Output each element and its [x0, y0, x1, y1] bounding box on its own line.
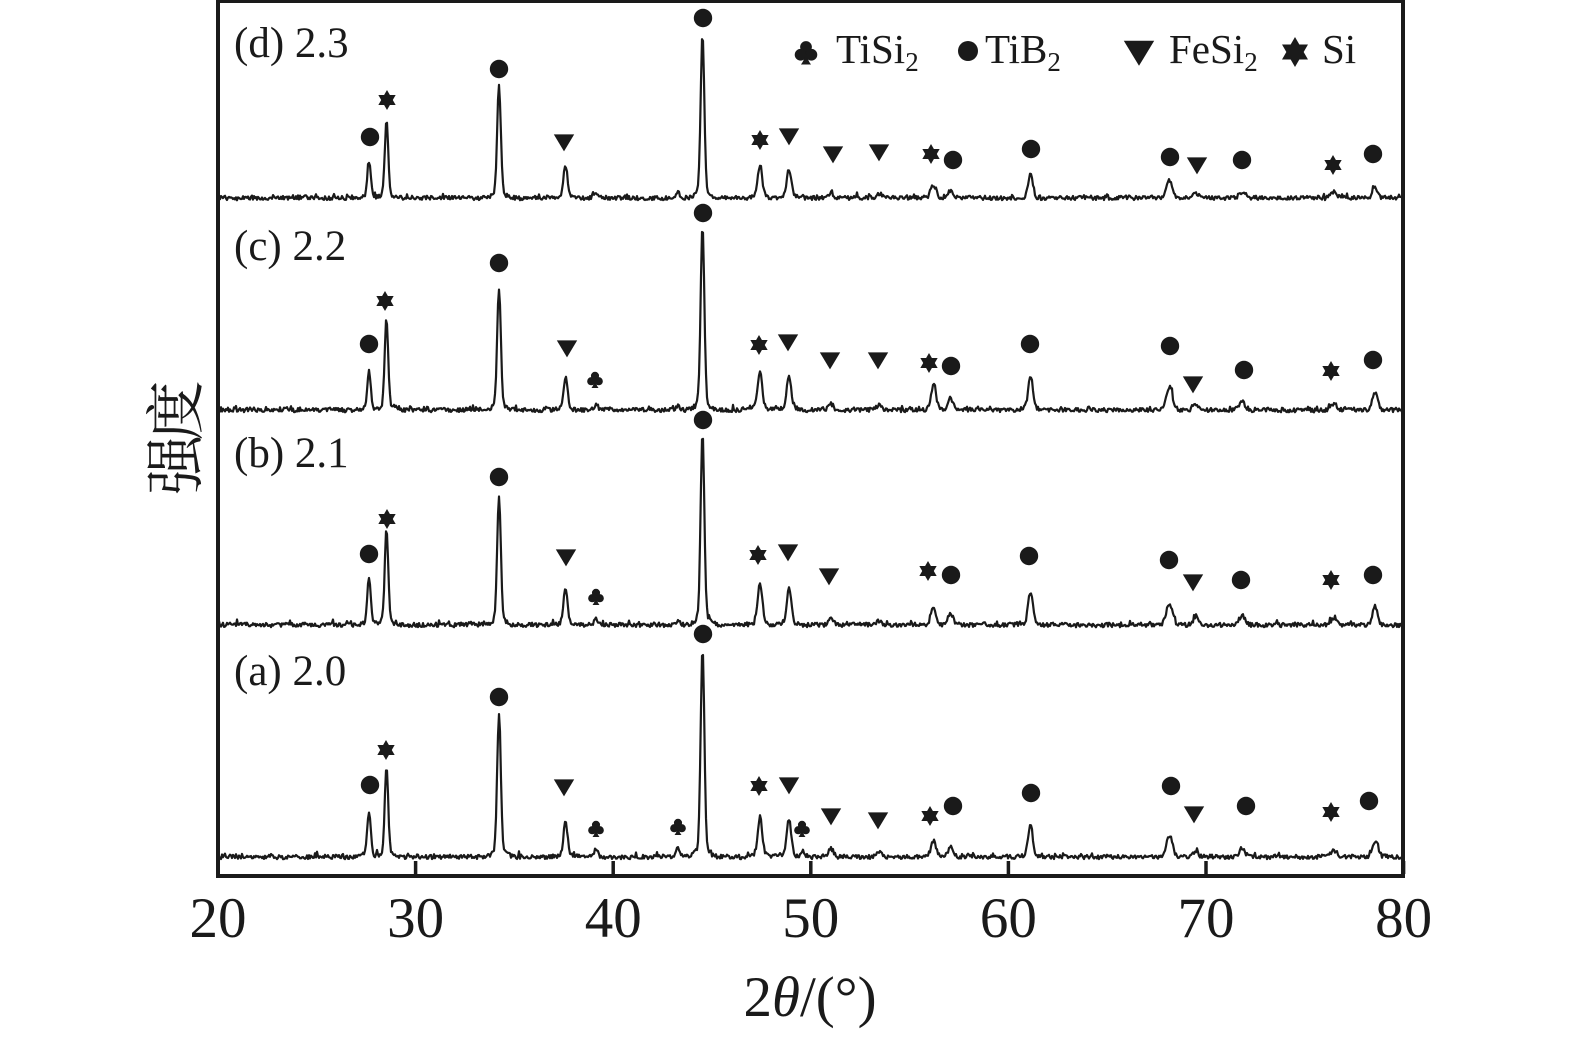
svg-text:40: 40 [585, 887, 642, 950]
svg-text:80: 80 [1375, 887, 1432, 950]
svg-text:50: 50 [782, 887, 839, 950]
svg-text:(a) 2.0: (a) 2.0 [234, 648, 346, 695]
svg-text:(b) 2.1: (b) 2.1 [234, 430, 349, 477]
svg-text:TiB2: TiB2 [985, 26, 1061, 77]
svg-text:TiSi2: TiSi2 [836, 26, 919, 77]
svg-text:(d) 2.3: (d) 2.3 [234, 20, 349, 67]
svg-text:60: 60 [980, 887, 1037, 950]
svg-text:20: 20 [190, 887, 247, 950]
svg-text:2θ/(°): 2θ/(°) [743, 966, 876, 1029]
svg-text:(c) 2.2: (c) 2.2 [234, 223, 346, 270]
svg-text:Si: Si [1322, 26, 1356, 72]
svg-text:FeSi2: FeSi2 [1169, 26, 1258, 77]
svg-text:30: 30 [387, 887, 444, 950]
svg-text:70: 70 [1178, 887, 1235, 950]
